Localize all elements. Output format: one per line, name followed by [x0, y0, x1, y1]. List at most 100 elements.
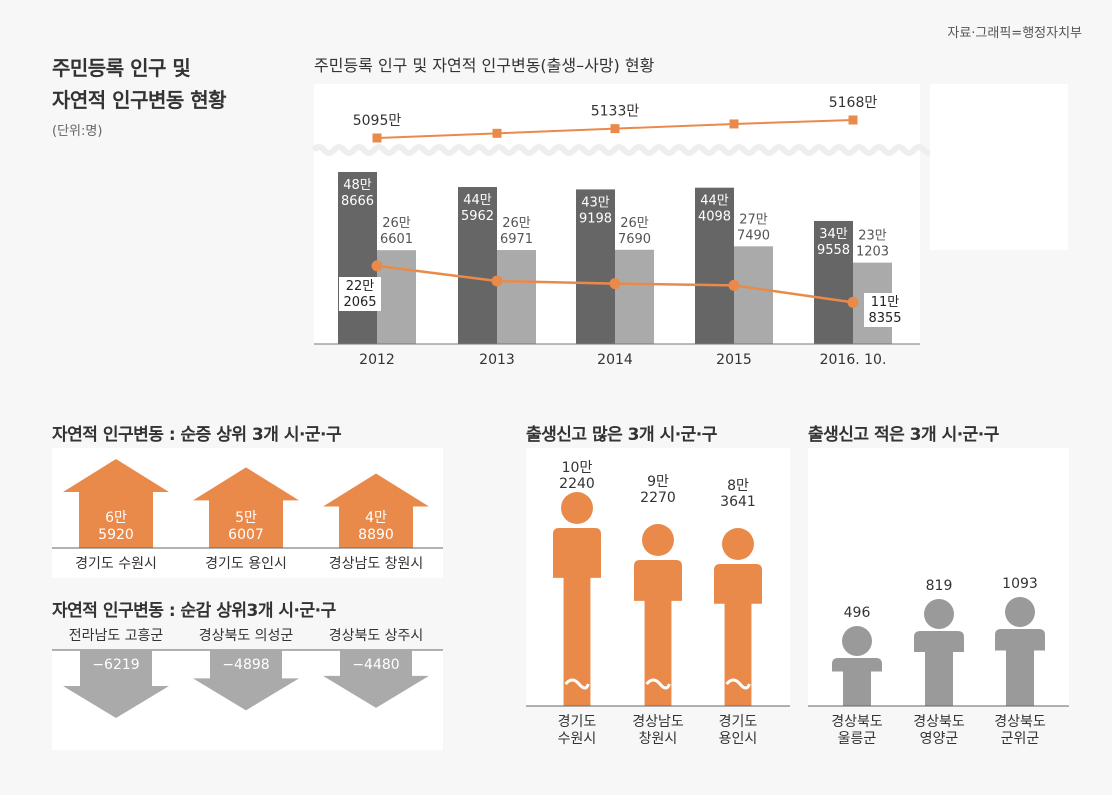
bar-deaths-label: 1203 [856, 245, 889, 260]
increase-category-label: 경상남도 창원시 [329, 556, 424, 572]
person-head [642, 524, 674, 556]
x-tick-label: 2014 [597, 352, 633, 368]
up-arrow [193, 467, 299, 548]
bar-deaths-label: 7690 [618, 232, 651, 247]
x-tick-label: 2015 [716, 352, 752, 368]
main-title-line2: 자연적 인구변동 현황 [52, 88, 227, 112]
most-births-value: 2270 [640, 490, 676, 506]
bar-deaths-label: 26만 [620, 216, 649, 231]
natural-change-label: 22만 [346, 279, 375, 294]
person-head [722, 528, 754, 560]
bar-deaths-label: 27만 [739, 212, 768, 227]
bar-births-label: 44만 [700, 194, 729, 209]
up-arrow-label: 6007 [228, 527, 264, 543]
x-tick-label: 2016. 10. [820, 352, 887, 368]
person-head [842, 626, 872, 656]
natural-change-point [371, 260, 383, 272]
bar-births-label: 44만 [463, 193, 492, 208]
most-births-category: 경기도 [558, 714, 597, 730]
total-population-point [372, 133, 382, 143]
bar-births-label: 9198 [579, 211, 612, 226]
person-body [914, 631, 964, 706]
up-arrow-label: 6만 [105, 510, 127, 526]
natural-change-point [847, 296, 859, 308]
decrease-category-label: 경상북도 의성군 [199, 628, 294, 644]
total-population-label: 5168만 [829, 95, 878, 111]
bar-deaths-label: 7490 [737, 228, 770, 243]
total-population-point [492, 128, 502, 138]
decrease-category-label: 경상북도 상주시 [329, 628, 424, 644]
fewest-births-title: 출생신고 적은 3개 시·군·구 [808, 425, 999, 445]
most-births-value: 3641 [720, 494, 756, 510]
bar-deaths-label: 6971 [500, 232, 533, 247]
natural-change-label-bg [339, 277, 381, 311]
fewest-births-value: 496 [844, 605, 871, 621]
total-population-point [848, 115, 858, 125]
person-body [832, 658, 882, 706]
bar-births-label: 34만 [819, 227, 848, 242]
up-arrow [63, 459, 169, 548]
person-break-mark [564, 678, 590, 690]
person-head [561, 492, 593, 524]
fewest-births-category: 경상북도 [994, 714, 1046, 730]
most-births-value: 8만 [727, 478, 749, 494]
x-tick-label: 2013 [479, 352, 515, 368]
unit-label: (단위:명) [52, 124, 103, 139]
most-births-value: 9만 [647, 474, 669, 490]
person-body [553, 528, 601, 706]
fewest-births-category: 영양군 [920, 731, 959, 747]
fewest-births-category: 경상북도 [913, 714, 965, 730]
person-break-mark [725, 678, 751, 690]
fewest-births-category: 경상북도 [831, 714, 883, 730]
x-tick-label: 2012 [359, 352, 395, 368]
bar-deaths-label: 26만 [382, 216, 411, 231]
bar-births-label: 5962 [461, 209, 494, 224]
bar-deaths [615, 249, 654, 344]
axis-break-wave [311, 144, 937, 156]
person-body [995, 629, 1045, 706]
down-arrow [193, 650, 299, 711]
fewest-births-category: 울릉군 [838, 731, 877, 747]
bar-deaths [734, 246, 773, 344]
bar-births [695, 187, 734, 344]
most-births-category: 용인시 [719, 731, 758, 747]
down-arrow [63, 650, 169, 718]
natural-change-point [491, 275, 503, 287]
bar-births-label: 9558 [817, 243, 850, 258]
legend-panel [930, 84, 1068, 250]
most-births-category: 수원시 [558, 731, 597, 747]
fewest-births-category: 군위군 [1001, 731, 1040, 747]
natural-change-label: 11만 [871, 295, 900, 310]
most-births-category: 창원시 [639, 731, 678, 747]
up-arrow-label: 5920 [98, 527, 134, 543]
net-decrease-title: 자연적 인구변동 : 순감 상위3개 시·군·구 [52, 601, 336, 621]
down-arrow-label: −4898 [222, 657, 269, 673]
bar-births-label: 4098 [698, 210, 731, 225]
most-births-value: 2240 [559, 476, 595, 492]
most-births-category: 경기도 [719, 714, 758, 730]
natural-change-label: 2065 [343, 295, 376, 310]
total-population-point [610, 124, 620, 134]
most-births-value: 10만 [562, 460, 593, 476]
decrease-category-label: 전라남도 고흥군 [69, 628, 164, 644]
most-births-title: 출생신고 많은 3개 시·군·구 [526, 425, 717, 445]
up-arrow-label: 8890 [358, 527, 394, 543]
bar-births [338, 172, 377, 344]
person-break-mark [645, 678, 671, 690]
bar-births [458, 187, 497, 344]
increase-category-label: 경기도 수원시 [75, 556, 157, 572]
natural-change-point [728, 279, 740, 291]
total-population-point [729, 119, 739, 129]
total-population-label: 5133만 [591, 104, 640, 120]
bar-births-label: 43만 [581, 195, 610, 210]
main-chart-title: 주민등록 인구 및 자연적 인구변동(출생–사망) 현황 [314, 56, 655, 75]
down-arrow [323, 650, 429, 708]
main-title-line1: 주민등록 인구 및 [52, 56, 191, 80]
person-body [714, 564, 762, 706]
person-head [924, 599, 954, 629]
total-population-label: 5095만 [353, 113, 402, 129]
net-increase-title: 자연적 인구변동 : 순증 상위 3개 시·군·구 [52, 425, 342, 445]
up-arrow-label: 5만 [235, 510, 257, 526]
up-arrow-label: 4만 [365, 510, 387, 526]
